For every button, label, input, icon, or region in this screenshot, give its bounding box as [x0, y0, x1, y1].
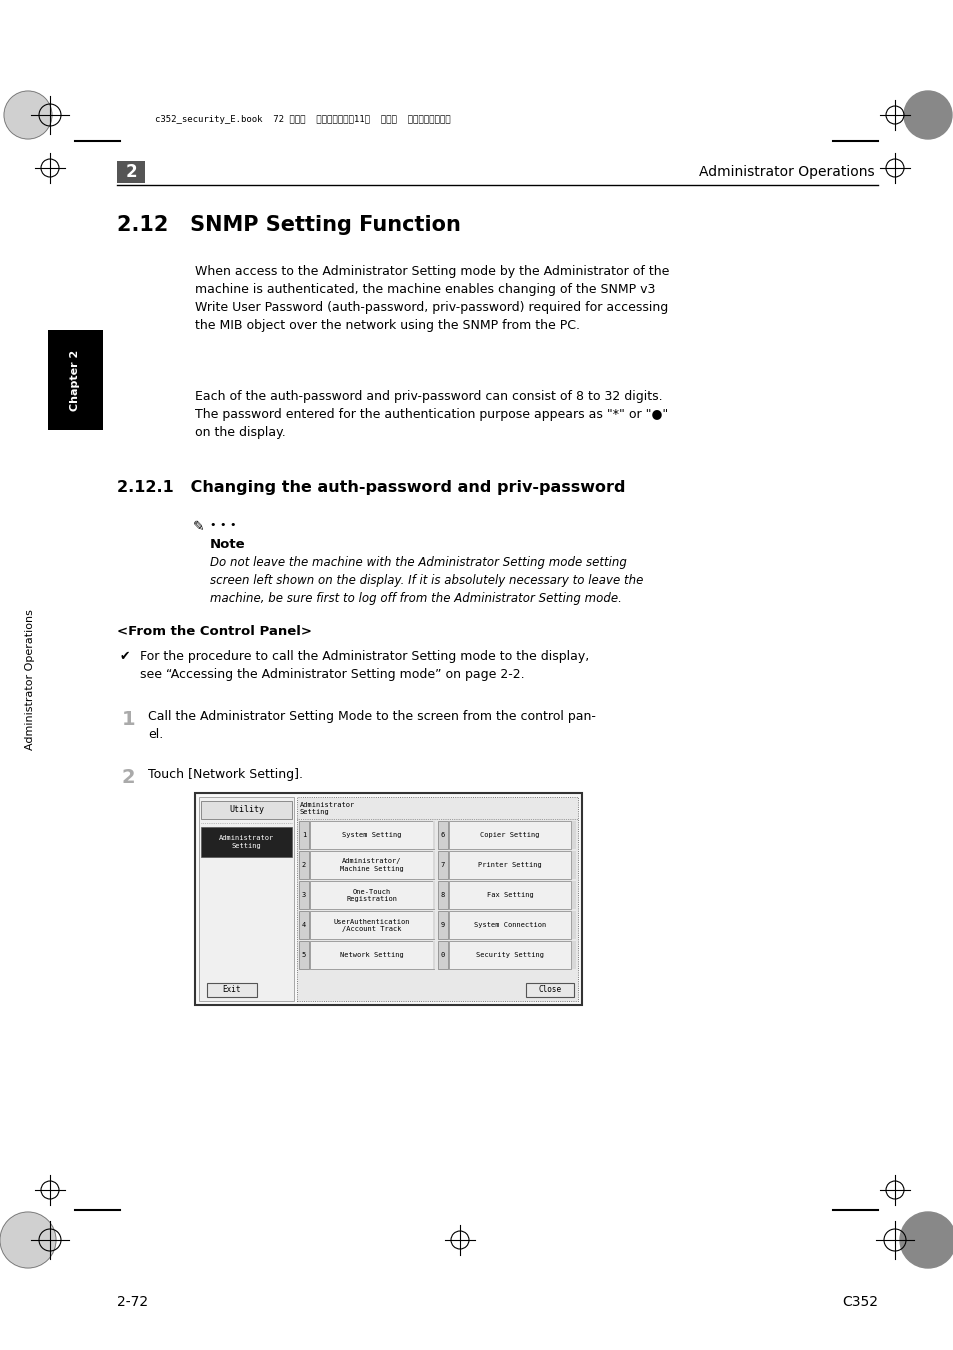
- Text: 2-72: 2-72: [117, 1295, 148, 1309]
- FancyBboxPatch shape: [298, 850, 309, 879]
- Text: Fax Setting: Fax Setting: [486, 892, 533, 898]
- Text: 6: 6: [440, 832, 445, 838]
- Text: Security Setting: Security Setting: [476, 952, 543, 958]
- Text: For the procedure to call the Administrator Setting mode to the display,
see “Ac: For the procedure to call the Administra…: [140, 649, 589, 680]
- FancyBboxPatch shape: [298, 821, 309, 849]
- Text: Utility: Utility: [229, 806, 264, 814]
- FancyBboxPatch shape: [433, 821, 435, 849]
- FancyBboxPatch shape: [449, 941, 571, 969]
- Text: c352_security_E.book  72 ページ  ２００７年４月11日  水曜日  午前１０晎５２分: c352_security_E.book 72 ページ ２００７年４月11日 水…: [154, 116, 450, 124]
- Circle shape: [899, 1212, 953, 1268]
- Text: 4: 4: [301, 922, 306, 927]
- FancyBboxPatch shape: [433, 882, 435, 909]
- FancyBboxPatch shape: [433, 850, 435, 879]
- Text: Note: Note: [210, 539, 245, 551]
- FancyBboxPatch shape: [117, 161, 145, 184]
- Text: When access to the Administrator Setting mode by the Administrator of the
machin: When access to the Administrator Setting…: [194, 265, 669, 332]
- FancyBboxPatch shape: [572, 941, 576, 969]
- Text: ✎: ✎: [193, 520, 204, 535]
- FancyBboxPatch shape: [525, 983, 574, 998]
- Text: 1: 1: [301, 832, 306, 838]
- Text: 2.12.1   Changing the auth-password and priv-password: 2.12.1 Changing the auth-password and pr…: [117, 481, 625, 495]
- Text: Do not leave the machine with the Administrator Setting mode setting
screen left: Do not leave the machine with the Admini…: [210, 556, 642, 605]
- FancyBboxPatch shape: [437, 850, 448, 879]
- Text: Chapter 2: Chapter 2: [70, 350, 80, 410]
- FancyBboxPatch shape: [572, 850, 576, 879]
- FancyBboxPatch shape: [437, 911, 448, 940]
- Text: 8: 8: [440, 892, 445, 898]
- Text: Touch [Network Setting].: Touch [Network Setting].: [148, 768, 303, 782]
- FancyBboxPatch shape: [207, 983, 256, 998]
- FancyBboxPatch shape: [437, 941, 448, 969]
- FancyBboxPatch shape: [449, 882, 571, 909]
- FancyBboxPatch shape: [433, 941, 435, 969]
- FancyBboxPatch shape: [201, 828, 292, 857]
- FancyBboxPatch shape: [310, 911, 434, 940]
- FancyBboxPatch shape: [310, 882, 434, 909]
- Text: 7: 7: [440, 863, 445, 868]
- FancyBboxPatch shape: [437, 882, 448, 909]
- FancyBboxPatch shape: [437, 821, 448, 849]
- FancyBboxPatch shape: [298, 882, 309, 909]
- FancyBboxPatch shape: [199, 796, 294, 1000]
- FancyBboxPatch shape: [572, 821, 576, 849]
- Circle shape: [903, 90, 951, 139]
- Text: Copier Setting: Copier Setting: [479, 832, 539, 838]
- Text: Administrator/
Machine Setting: Administrator/ Machine Setting: [340, 859, 403, 872]
- Text: 5: 5: [301, 952, 306, 958]
- FancyBboxPatch shape: [310, 850, 434, 879]
- Text: ✔: ✔: [120, 649, 131, 663]
- Text: 0: 0: [440, 952, 445, 958]
- Text: System Connection: System Connection: [474, 922, 545, 927]
- Text: 3: 3: [301, 892, 306, 898]
- Text: UserAuthentication
/Account Track: UserAuthentication /Account Track: [334, 918, 410, 932]
- Text: One-Touch
Registration: One-Touch Registration: [346, 888, 397, 902]
- Circle shape: [4, 90, 52, 139]
- Text: Printer Setting: Printer Setting: [477, 863, 541, 868]
- Text: Administrator
Setting: Administrator Setting: [299, 802, 355, 815]
- FancyBboxPatch shape: [298, 941, 309, 969]
- Text: System Setting: System Setting: [342, 832, 401, 838]
- Text: Administrator Operations: Administrator Operations: [25, 610, 35, 751]
- Text: Administrator
Setting: Administrator Setting: [218, 836, 274, 849]
- Text: 2: 2: [301, 863, 306, 868]
- FancyBboxPatch shape: [449, 850, 571, 879]
- Text: Administrator Operations: Administrator Operations: [699, 165, 874, 180]
- FancyBboxPatch shape: [194, 792, 581, 1004]
- Text: <From the Control Panel>: <From the Control Panel>: [117, 625, 312, 639]
- FancyBboxPatch shape: [572, 882, 576, 909]
- FancyBboxPatch shape: [310, 941, 434, 969]
- FancyBboxPatch shape: [201, 801, 292, 819]
- Text: • • •: • • •: [210, 520, 236, 531]
- Text: Exit: Exit: [222, 986, 241, 995]
- FancyBboxPatch shape: [449, 911, 571, 940]
- Circle shape: [0, 1212, 56, 1268]
- Text: 1: 1: [122, 710, 135, 729]
- FancyBboxPatch shape: [572, 911, 576, 940]
- Text: C352: C352: [841, 1295, 877, 1309]
- Text: 2.12   SNMP Setting Function: 2.12 SNMP Setting Function: [117, 215, 460, 235]
- FancyBboxPatch shape: [298, 911, 309, 940]
- FancyBboxPatch shape: [310, 821, 434, 849]
- Text: Each of the auth-password and priv-password can consist of 8 to 32 digits.
The p: Each of the auth-password and priv-passw…: [194, 390, 667, 439]
- Text: Call the Administrator Setting Mode to the screen from the control pan-
el.: Call the Administrator Setting Mode to t…: [148, 710, 596, 741]
- Text: Network Setting: Network Setting: [340, 952, 403, 958]
- FancyBboxPatch shape: [296, 796, 578, 1000]
- FancyBboxPatch shape: [48, 329, 103, 431]
- FancyBboxPatch shape: [433, 911, 435, 940]
- FancyBboxPatch shape: [449, 821, 571, 849]
- Text: 2: 2: [122, 768, 135, 787]
- Text: Close: Close: [537, 986, 561, 995]
- Text: 9: 9: [440, 922, 445, 927]
- Text: 2: 2: [125, 163, 136, 181]
